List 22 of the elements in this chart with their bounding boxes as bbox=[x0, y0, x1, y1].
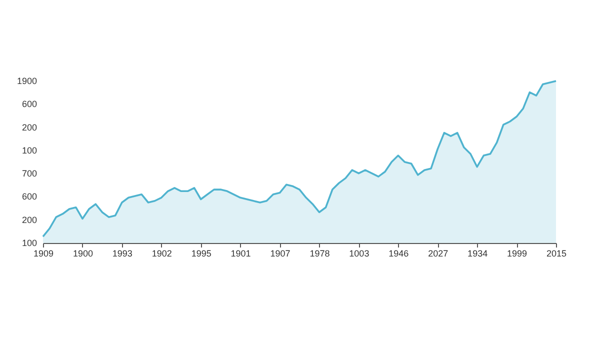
x-tick-label: 1995 bbox=[191, 248, 212, 258]
x-tick-label: 1902 bbox=[152, 248, 172, 258]
text: 1900 bbox=[16, 76, 37, 86]
text: 100 bbox=[22, 145, 37, 156]
x-tick-label: 1978 bbox=[310, 248, 330, 258]
x-tick-label: 2027 bbox=[428, 248, 448, 258]
text: 200 bbox=[22, 214, 37, 225]
x-tick-label: 1900 bbox=[72, 248, 93, 258]
x-tick-label: 1999 bbox=[507, 248, 528, 258]
x-tick-label: 1901 bbox=[230, 248, 251, 258]
x-tick-label: 2015 bbox=[546, 248, 567, 258]
x-tick-label: 1907 bbox=[270, 248, 290, 258]
x-tick-label: 1934 bbox=[468, 248, 488, 258]
text: 700 bbox=[22, 168, 37, 179]
text: 600 bbox=[22, 99, 37, 110]
x-tick-label: 1946 bbox=[388, 248, 409, 258]
x-tick-label: 1003 bbox=[349, 248, 370, 258]
text: 600 bbox=[22, 192, 37, 202]
x-tick-label: 1993 bbox=[112, 248, 132, 258]
text: 200 bbox=[22, 122, 37, 132]
x-tick-label: 1909 bbox=[33, 248, 54, 258]
text: 100 bbox=[22, 238, 37, 248]
